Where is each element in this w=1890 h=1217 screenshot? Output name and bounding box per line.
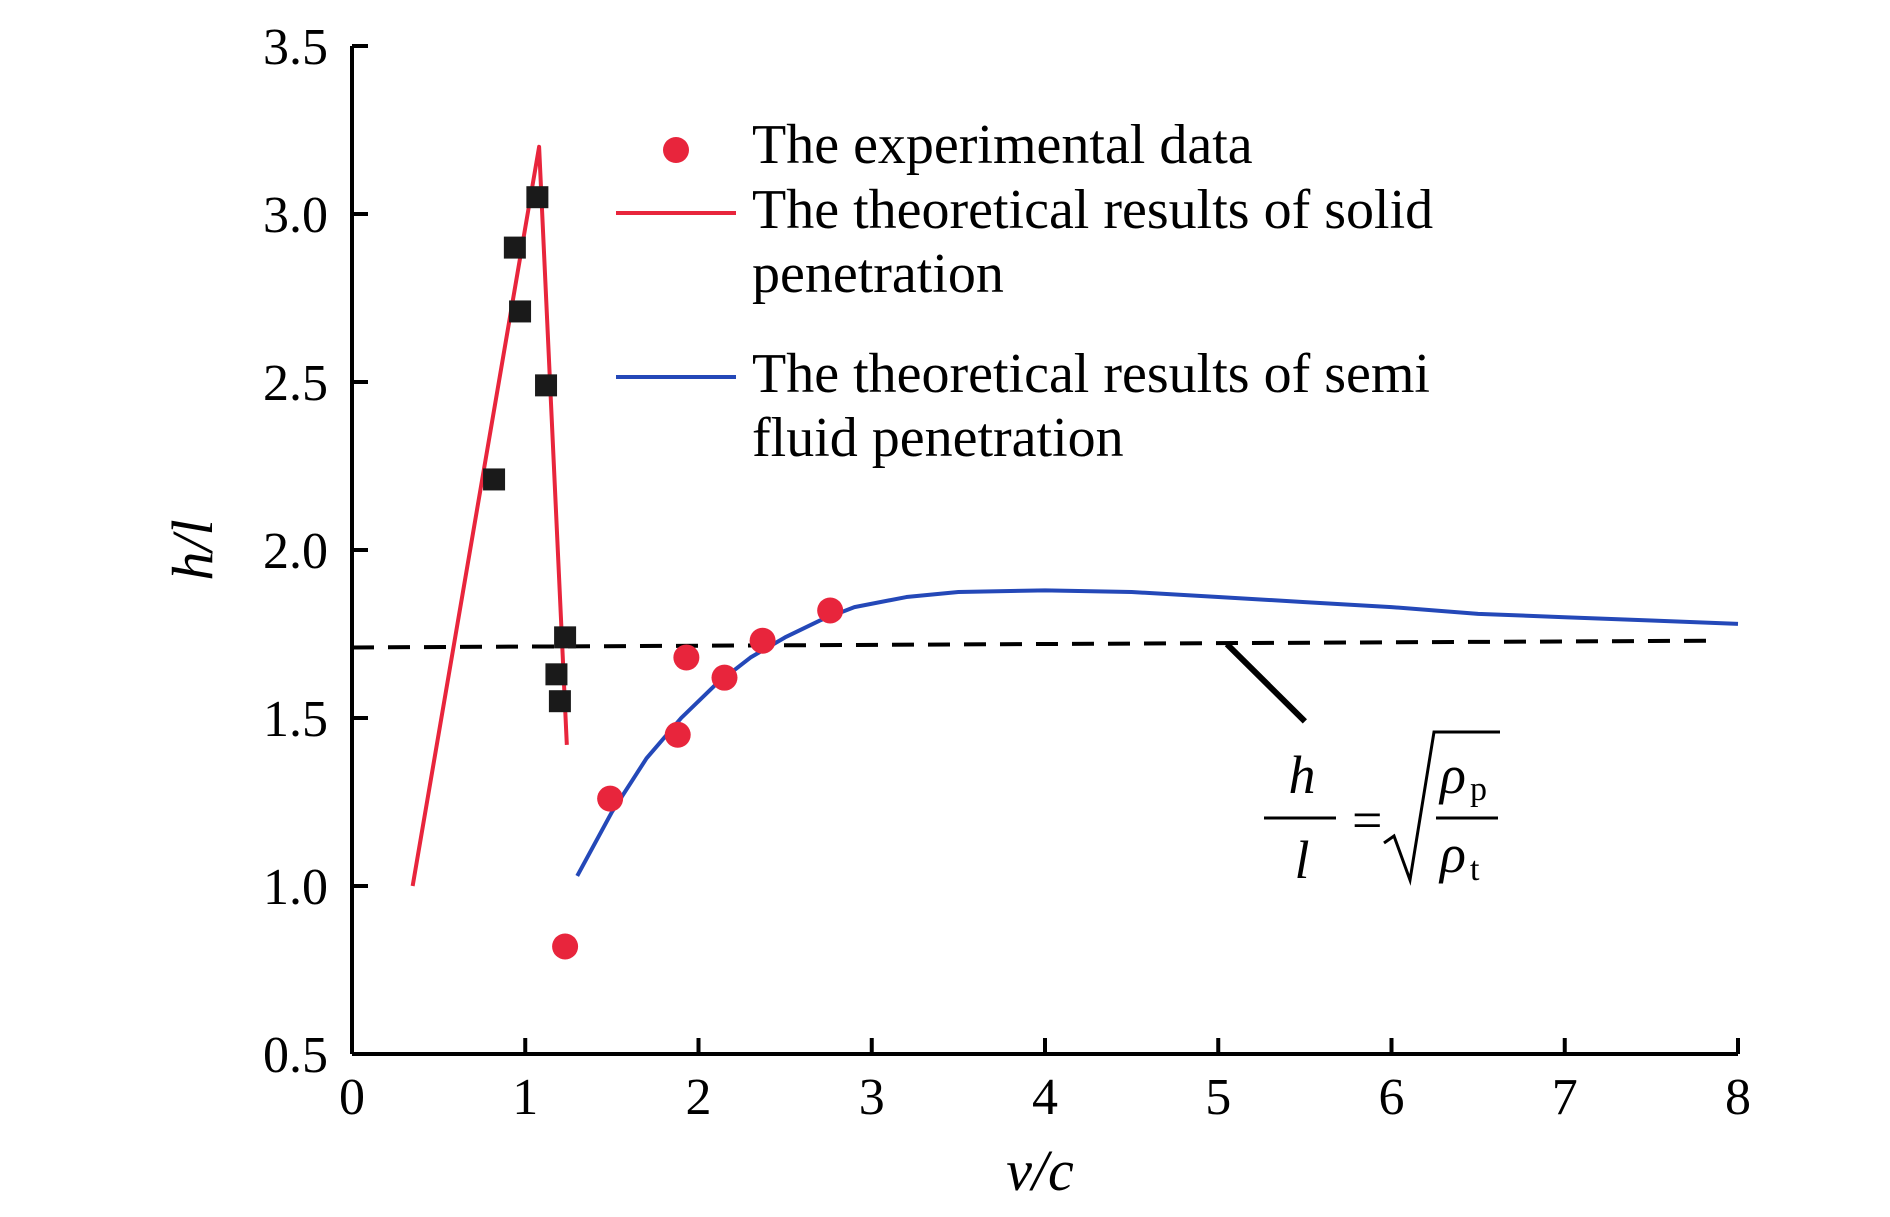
data-point-square <box>503 236 526 259</box>
y-tick-label: 2.0 <box>263 523 328 580</box>
formula-sub-bottom: t <box>1470 851 1480 888</box>
data-point-circle <box>664 721 691 748</box>
formula-sqrt-sign <box>1383 730 1500 886</box>
data-point-circle <box>817 597 844 624</box>
y-tick-label: 2.5 <box>263 355 328 412</box>
legend-label-solid-line2: penetration <box>752 243 1004 305</box>
ticks: 0 1 2 3 4 5 6 7 8 0.5 1.0 1.5 2.0 2.5 3.0 3.5 <box>263 19 1751 1126</box>
data-point-circle <box>749 627 776 654</box>
y-tick-label: 1.0 <box>263 859 328 916</box>
legend-label-semifluid-line2: fluid penetration <box>752 407 1124 469</box>
data-point-square <box>535 374 558 397</box>
data-point-square <box>554 626 577 649</box>
data-point-square <box>509 300 532 323</box>
x-tick-label: 6 <box>1379 1069 1405 1126</box>
formula-l: l <box>1294 830 1309 890</box>
y-tick-label: 3.0 <box>263 187 328 244</box>
x-tick-label: 4 <box>1032 1069 1058 1126</box>
series-line-3 <box>575 588 1739 877</box>
x-tick-label: 2 <box>686 1069 712 1126</box>
data-point-square <box>483 468 506 491</box>
formula-rho-bottom: ρ <box>1438 824 1466 884</box>
y-tick-label: 1.5 <box>263 691 328 748</box>
data-point-circle <box>711 664 738 691</box>
formula-annotation: h l = ρ p ρ t <box>1224 641 1500 890</box>
x-tick-label: 1 <box>512 1069 538 1126</box>
x-axis-label: v/c <box>1006 1138 1074 1203</box>
x-tick-label: 7 <box>1552 1069 1578 1126</box>
x-tick-label: 3 <box>859 1069 885 1126</box>
legend-label-solid-line1: The theoretical results of solid <box>752 179 1433 241</box>
series-line-2 <box>410 144 569 887</box>
data-point-circle <box>597 785 624 812</box>
data-point-square <box>526 186 549 209</box>
data-point-square <box>548 690 571 713</box>
annotation-pointer <box>1224 641 1307 724</box>
x-tick-label: 8 <box>1725 1069 1751 1126</box>
formula-h: h <box>1289 745 1316 805</box>
data-point-circle <box>673 644 700 671</box>
data-point-square <box>545 663 568 686</box>
legend: The experimental data The theoretical re… <box>616 114 1433 469</box>
legend-label-experimental: The experimental data <box>752 114 1253 176</box>
formula-equals: = <box>1352 790 1382 850</box>
reference-dashed-line <box>351 638 1713 650</box>
y-axis-label: h/l <box>160 519 225 580</box>
y-tick-label: 0.5 <box>263 1027 328 1084</box>
x-tick-label: 0 <box>339 1069 365 1126</box>
series-layer <box>351 144 1739 960</box>
x-tick-label: 5 <box>1205 1069 1231 1126</box>
formula-sub-top: p <box>1470 771 1487 808</box>
data-point-circle <box>552 933 579 960</box>
formula-rho-top: ρ <box>1438 745 1466 805</box>
y-tick-label: 3.5 <box>263 19 328 76</box>
legend-label-semifluid-line1: The theoretical results of semi <box>752 343 1430 405</box>
legend-marker-experimental <box>663 137 689 163</box>
